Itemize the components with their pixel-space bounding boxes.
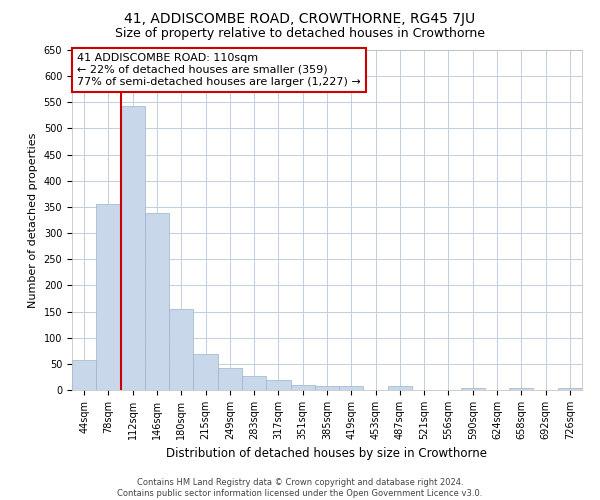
- Bar: [121, 106, 145, 390]
- Y-axis label: Number of detached properties: Number of detached properties: [28, 132, 38, 308]
- Bar: [242, 376, 266, 390]
- Bar: [169, 309, 193, 390]
- Text: 41, ADDISCOMBE ROAD, CROWTHORNE, RG45 7JU: 41, ADDISCOMBE ROAD, CROWTHORNE, RG45 7J…: [124, 12, 476, 26]
- Text: Size of property relative to detached houses in Crowthorne: Size of property relative to detached ho…: [115, 28, 485, 40]
- Bar: [509, 388, 533, 390]
- Bar: [315, 386, 339, 390]
- Bar: [218, 368, 242, 390]
- Bar: [266, 380, 290, 390]
- Bar: [290, 385, 315, 390]
- Text: 41 ADDISCOMBE ROAD: 110sqm
← 22% of detached houses are smaller (359)
77% of sem: 41 ADDISCOMBE ROAD: 110sqm ← 22% of deta…: [77, 54, 361, 86]
- Bar: [388, 386, 412, 390]
- Bar: [461, 388, 485, 390]
- Bar: [339, 386, 364, 390]
- X-axis label: Distribution of detached houses by size in Crowthorne: Distribution of detached houses by size …: [167, 448, 487, 460]
- Bar: [96, 204, 121, 390]
- Bar: [558, 388, 582, 390]
- Bar: [145, 213, 169, 390]
- Bar: [72, 360, 96, 390]
- Bar: [193, 354, 218, 390]
- Text: Contains HM Land Registry data © Crown copyright and database right 2024.
Contai: Contains HM Land Registry data © Crown c…: [118, 478, 482, 498]
